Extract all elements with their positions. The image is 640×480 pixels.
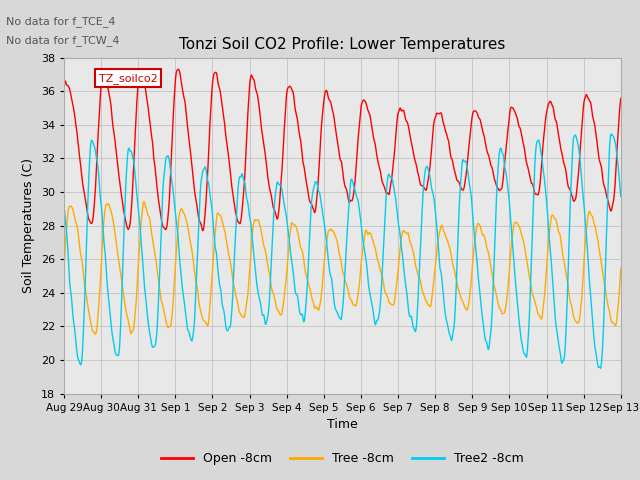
Open -8cm [547, 98, 554, 104]
Open -8cm [274, 215, 282, 220]
Tree -8cm [298, 247, 306, 253]
Tree2 -8cm [546, 242, 554, 248]
Tree -8cm [91, 331, 99, 337]
X-axis label: Time: Time [327, 418, 358, 431]
Text: No data for f_TCE_4: No data for f_TCE_4 [6, 16, 116, 27]
Line: Open -8cm: Open -8cm [64, 69, 621, 230]
Tree2 -8cm [124, 154, 131, 159]
Open -8cm [60, 85, 68, 91]
Open -8cm [617, 96, 625, 101]
Text: No data for f_TCW_4: No data for f_TCW_4 [6, 35, 120, 46]
Open -8cm [124, 226, 131, 231]
Tree -8cm [60, 267, 68, 273]
Tree -8cm [124, 315, 132, 321]
Open -8cm [199, 228, 207, 233]
Tree2 -8cm [298, 312, 305, 317]
Tree -8cm [140, 199, 148, 204]
Tree2 -8cm [596, 365, 604, 371]
Line: Tree2 -8cm: Tree2 -8cm [64, 134, 621, 368]
Tree2 -8cm [606, 137, 614, 143]
Open -8cm [138, 66, 146, 72]
Tree -8cm [547, 222, 554, 228]
Tree2 -8cm [157, 248, 164, 253]
Tree2 -8cm [274, 179, 282, 185]
Open -8cm [606, 206, 614, 212]
Open -8cm [298, 151, 306, 156]
Tree2 -8cm [617, 193, 625, 199]
Tree -8cm [617, 265, 625, 271]
Text: TZ_soilco2: TZ_soilco2 [99, 73, 157, 84]
Title: Tonzi Soil CO2 Profile: Lower Temperatures: Tonzi Soil CO2 Profile: Lower Temperatur… [179, 37, 506, 52]
Tree -8cm [157, 296, 164, 301]
Tree -8cm [274, 307, 282, 313]
Tree -8cm [606, 313, 614, 319]
Line: Tree -8cm: Tree -8cm [64, 202, 621, 334]
Tree2 -8cm [60, 203, 68, 208]
Y-axis label: Soil Temperatures (C): Soil Temperatures (C) [22, 158, 35, 293]
Legend: Open -8cm, Tree -8cm, Tree2 -8cm: Open -8cm, Tree -8cm, Tree2 -8cm [156, 447, 529, 470]
Tree2 -8cm [607, 131, 615, 137]
Open -8cm [157, 212, 164, 218]
